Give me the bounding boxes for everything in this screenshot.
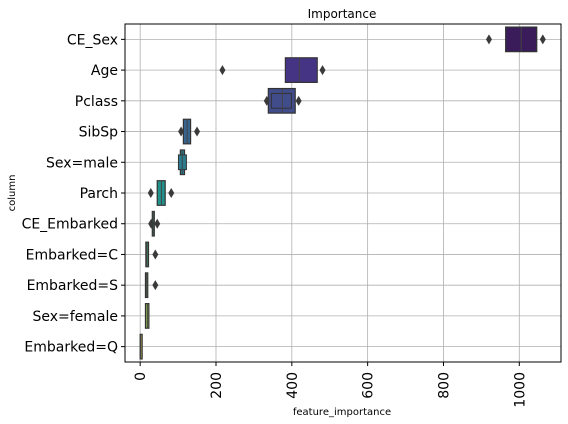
outlier-point: [194, 126, 201, 137]
x-tick-label: 400: [285, 372, 301, 399]
outlier-point: [295, 95, 302, 106]
outlier-point: [319, 65, 326, 76]
outlier-point: [154, 218, 161, 229]
boxen-embarked-q: [139, 333, 143, 360]
grid-lines: [125, 24, 561, 362]
box-outer: [284, 57, 318, 83]
boxen-sex-female: [144, 303, 150, 329]
outlier-point: [219, 65, 226, 76]
outlier-point: [148, 218, 155, 229]
y-tick-label: Embarked=C: [26, 247, 119, 263]
y-tick-label: Parch: [80, 186, 118, 202]
boxen-parch: [147, 180, 175, 206]
boxen-pclass: [263, 87, 302, 114]
outlier-point: [539, 34, 546, 45]
x-tick-labels: 0 200 400 600 800 1000: [133, 362, 528, 408]
x-tick-label: 1000: [512, 372, 528, 408]
chart-title: Importance: [308, 7, 377, 21]
x-tick-label: 200: [209, 372, 225, 399]
box-inner: [270, 92, 292, 109]
y-tick-label: SibSp: [79, 125, 119, 141]
outlier-point: [152, 249, 159, 260]
boxen-ce-sex: [485, 26, 546, 53]
outlier-point: [147, 188, 154, 198]
x-axis-title: feature_importance: [293, 407, 391, 418]
boxen-embarked-s: [144, 272, 159, 299]
y-tick-label: Pclass: [75, 94, 118, 110]
boxen-age: [219, 57, 326, 83]
x-tick-label: 600: [361, 372, 377, 399]
outlier-point: [168, 188, 175, 198]
y-tick-label: Sex=male: [46, 155, 118, 171]
boxen-ce-embarked: [148, 210, 161, 237]
y-tick-label: Embarked=S: [27, 278, 119, 294]
outlier-point: [152, 280, 159, 291]
y-tick-label: Age: [91, 63, 118, 79]
outlier-point: [263, 95, 270, 106]
y-tick-label: CE_Embarked: [22, 217, 118, 233]
boxen-marks: [139, 26, 546, 360]
x-tick-label: 800: [436, 372, 452, 399]
y-tick-label: Embarked=Q: [24, 340, 118, 356]
y-tick-label: Sex=female: [32, 309, 118, 325]
boxen-sex-male: [177, 149, 187, 176]
y-tick-label: CE_Sex: [67, 32, 118, 48]
x-tick-label: 0: [133, 372, 149, 381]
boxen-sibsp: [178, 118, 201, 145]
outlier-point: [178, 126, 185, 137]
outlier-point: [485, 34, 492, 45]
y-axis-title: column: [7, 175, 18, 212]
boxen-embarked-c: [145, 241, 159, 268]
y-tick-labels: CE_Sex Age Pclass SibSp Sex=male Parch CE_Emba…: [22, 32, 125, 356]
